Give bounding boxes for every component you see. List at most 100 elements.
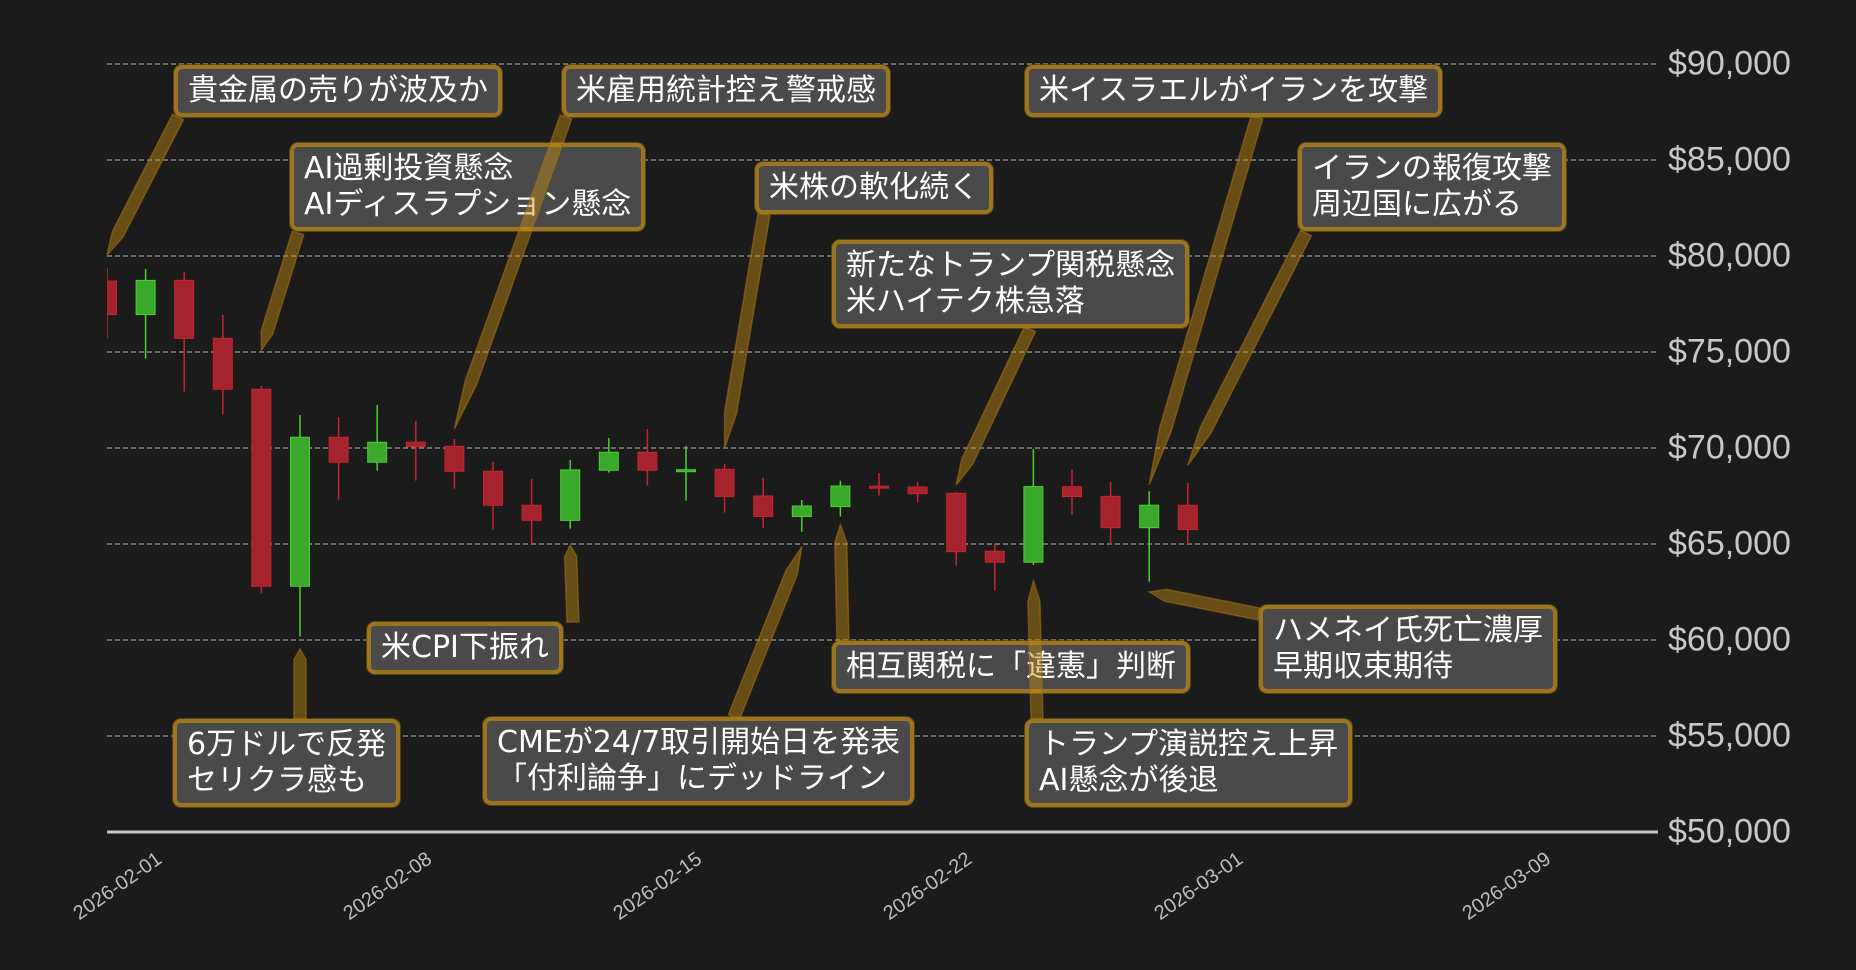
annotation-text: 米CPI下振れ [381,630,549,665]
candle-body [328,436,349,463]
candle-2026-02-24 [984,544,1005,591]
candle-2026-02-05 [251,385,272,594]
candle-body [367,441,388,463]
y-tick-label: $65,000 [1668,524,1791,563]
y-tick-label: $90,000 [1668,44,1791,83]
y-tick-label: $85,000 [1668,140,1791,179]
candle-body [290,436,310,587]
annotation-text: 米雇用統計控え警戒感 [576,73,876,108]
annotation-box: 米雇用統計控え警戒感 [562,65,890,117]
candle-body [174,279,195,339]
annotation-box: ハメネイ氏死亡濃厚 早期収束期待 [1259,605,1557,693]
candle-2026-02-20 [830,480,851,517]
candle-2026-02-10 [444,438,465,489]
annotation-box: 6万ドルで反発 セリクラ感も [173,719,401,807]
annotation-box: 相互関税に「違憲」判断 [832,641,1190,693]
candle-body [135,279,156,316]
y-tick-label: $60,000 [1668,620,1791,659]
candles [107,267,1198,637]
annotation-text: CMEが24/7取引開始日を発表 [497,725,901,760]
candle-2026-02-18 [753,477,774,528]
candle-2026-02-25 [1023,448,1044,565]
candle-2026-02-19 [791,500,812,532]
annotation-text: 米イスラエルがイランを攻撃 [1039,73,1429,108]
annotation-text: AI過剰投資懸念 [304,151,514,186]
candle-body [521,504,542,521]
annotation-box: 貴金属の売りが波及か [174,65,502,117]
candle-body [560,469,581,521]
candle-body [405,441,426,448]
candle-2026-02-28 [1139,491,1160,582]
candle-2026-02-21 [869,472,889,496]
candle-body [637,451,658,471]
candle-body [1062,486,1082,498]
candle-2026-02-12 [521,478,542,544]
candle-body [714,468,735,498]
candle-2026-02-13 [560,459,581,529]
annotation-text: 米株の軟化続く [769,170,979,205]
annotation-text: AI懸念が後退 [1039,763,1219,798]
candle-2026-02-27 [1100,481,1121,545]
annotation-text: セリクラ感も [187,763,367,798]
candle-body [483,470,503,506]
annotation-text: 周辺国に広がる [1312,187,1522,222]
candle-2026-02-11 [483,462,503,530]
annotation-text: トランプ演説控え上昇 [1039,727,1339,762]
candle-2026-02-17 [714,463,735,513]
candle-body [212,337,233,390]
candle-2026-02-14 [598,438,619,473]
candle-2026-02-23 [946,492,967,566]
candle-2026-02-16 [676,445,696,501]
candle-2026-02-22 [907,481,928,503]
annotation-text: 貴金属の売りが波及か [188,73,488,108]
y-tick-label: $80,000 [1668,236,1791,275]
annotation-box: CMEが24/7取引開始日を発表 「付利論争」にデッドライン [483,717,915,805]
candle-body [869,485,889,489]
annotation-text: 早期収束期待 [1273,649,1453,684]
candle-body [984,550,1005,563]
annotation-box: 新たなトランプ関税懸念 米ハイテク株急落 [832,240,1190,328]
candle-body [598,451,619,471]
candle-body [946,492,967,553]
y-tick-label: $50,000 [1668,812,1791,851]
candle-2026-02-15 [637,428,658,486]
y-tick-label: $70,000 [1668,428,1791,467]
annotation-text: イランの報復攻撃 [1312,151,1552,186]
candle-body [107,280,117,316]
annotation-box: 米CPI下振れ [367,622,563,674]
annotation-text: 6万ドルで反発 [187,727,387,762]
annotation-text: 「付利論争」にデッドライン [497,761,887,796]
candle-body [830,485,851,508]
candle-body [1100,495,1121,529]
candle-body [1177,504,1198,531]
candle-2026-02-06 [290,414,310,637]
annotation-text: 米ハイテク株急落 [846,284,1085,319]
candle-body [1139,504,1160,529]
annotation-text: AIディスラプション懸念 [304,187,632,222]
candle-2026-02-02 [135,269,156,359]
annotation-text: ハメネイ氏死亡濃厚 [1273,613,1543,648]
candle-2026-02-07 [328,416,349,500]
candle-body [791,505,812,518]
annotation-text: 新たなトランプ関税懸念 [846,248,1176,283]
candle-body [907,486,928,495]
y-tick-label: $55,000 [1668,716,1791,755]
candle-body [251,388,272,587]
candle-body [753,495,774,518]
candle-body [676,469,696,473]
candle-body [444,445,465,472]
y-tick-label: $75,000 [1668,332,1791,371]
candle-2026-02-09 [405,420,426,481]
candle-2026-02-04 [212,314,233,415]
annotation-text: 相互関税に「違憲」判断 [846,649,1176,684]
annotation-box: AI過剰投資懸念 AIディスラプション懸念 [290,143,646,231]
annotation-box: 米株の軟化続く [755,162,993,214]
annotation-box: イランの報復攻撃 周辺国に広がる [1298,143,1566,231]
candle-body [1023,486,1044,563]
candle-2026-02-03 [174,271,195,392]
annotation-box: トランプ演説控え上昇 AI懸念が後退 [1025,719,1353,807]
annotation-box: 米イスラエルがイランを攻撃 [1025,65,1443,117]
candle-2026-02-08 [367,404,388,471]
candle-2026-03-01 [1177,482,1198,544]
